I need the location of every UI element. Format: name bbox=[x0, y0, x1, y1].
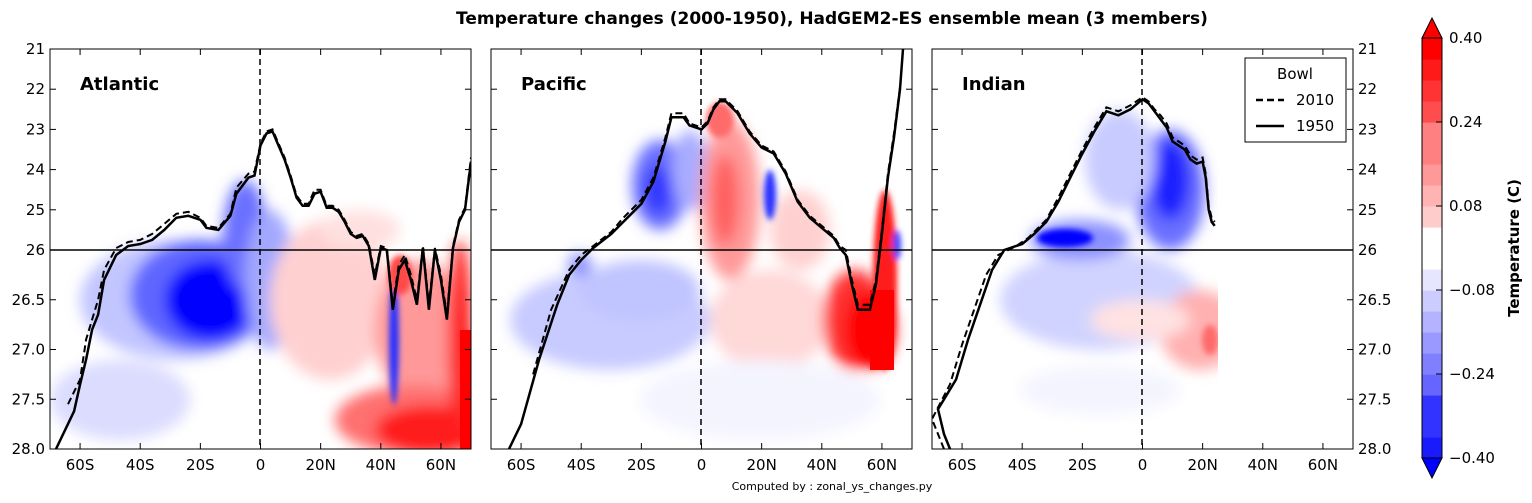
colorbar-band bbox=[1422, 437, 1442, 459]
colorbar-band bbox=[1422, 269, 1442, 291]
atlantic-panel-title: Atlantic bbox=[80, 74, 159, 95]
x-tick-label: 40N bbox=[807, 456, 837, 474]
colorbar-label: Temperature (C) bbox=[1505, 179, 1523, 317]
x-tick-label: 20N bbox=[746, 456, 776, 474]
y-tick-label-right: 26 bbox=[1358, 241, 1377, 259]
x-tick-label: 60S bbox=[66, 456, 95, 474]
y-tick-label-right: 22 bbox=[1358, 80, 1377, 98]
y-tick-label-left: 23 bbox=[26, 120, 45, 138]
colorbar-upper-extend bbox=[1421, 16, 1443, 39]
colorbar-band bbox=[1422, 164, 1442, 186]
colorbar-bands bbox=[1422, 38, 1442, 459]
x-tick-label: 0 bbox=[697, 456, 707, 474]
panel-indian: Indian Bowl 2010 1950 bbox=[931, 48, 1354, 450]
colorbar-band bbox=[1422, 59, 1442, 81]
colorbar-tick-label: 0.24 bbox=[1449, 113, 1482, 131]
y-tick-label-left: 21 bbox=[26, 40, 45, 58]
colorbar-band bbox=[1422, 122, 1442, 144]
y-tick-label-left: 28.0 bbox=[12, 440, 45, 458]
colorbar-tick-label: 0.08 bbox=[1449, 197, 1482, 215]
x-tick-label: 0 bbox=[1138, 456, 1148, 474]
colorbar-band bbox=[1422, 416, 1442, 438]
y-tick-label-left: 22 bbox=[26, 80, 45, 98]
footer-credit: Computed by : zonal_ys_changes.py bbox=[732, 480, 933, 493]
y-tick-label-right: 21 bbox=[1358, 40, 1377, 58]
colorbar-band bbox=[1422, 374, 1442, 396]
panel-pacific: Pacific bbox=[490, 48, 913, 450]
y-tick-label-right: 23 bbox=[1358, 120, 1377, 138]
colorbar-ticks: 0.40 0.24 0.08 −0.08 −0.24 −0.40 bbox=[1436, 29, 1495, 467]
pacific-bowl-1950-line bbox=[507, 49, 905, 449]
x-tick-label: 40N bbox=[366, 456, 396, 474]
x-tick-label: 40S bbox=[126, 456, 155, 474]
y-tick-label-right: 28.0 bbox=[1358, 440, 1391, 458]
atlantic-field bbox=[50, 49, 471, 449]
y-tick-label-right: 24 bbox=[1358, 161, 1377, 179]
y-tick-label-left: 25 bbox=[26, 201, 45, 219]
x-tick-label: 20S bbox=[627, 456, 656, 474]
x-tick-label: 20N bbox=[305, 456, 335, 474]
y-tick-label-right: 25 bbox=[1358, 201, 1377, 219]
x-tick-label: 20S bbox=[186, 456, 215, 474]
colorbar-band bbox=[1422, 290, 1442, 312]
legend-title: Bowl bbox=[1277, 65, 1313, 83]
colorbar-band bbox=[1422, 353, 1442, 375]
colorbar-band bbox=[1422, 101, 1442, 123]
colorbar-band bbox=[1422, 80, 1442, 102]
colorbar-band bbox=[1422, 395, 1442, 417]
x-tick-label: 60N bbox=[867, 456, 897, 474]
figure-title: Temperature changes (2000-1950), HadGEM2… bbox=[456, 9, 1208, 29]
x-tick-label: 60S bbox=[507, 456, 536, 474]
x-tick-label: 60N bbox=[426, 456, 456, 474]
indian-panel-title: Indian bbox=[962, 74, 1026, 95]
y-tick-label-left: 24 bbox=[26, 161, 45, 179]
colorbar-band bbox=[1422, 38, 1442, 60]
x-tick-label: 40N bbox=[1248, 456, 1278, 474]
y-tick-label-left: 26 bbox=[26, 241, 45, 259]
y-tick-label-left: 27.5 bbox=[12, 390, 45, 408]
atlantic-bowl-1950-line bbox=[54, 129, 471, 449]
colorbar-band bbox=[1422, 185, 1442, 207]
legend-2010-label: 2010 bbox=[1296, 91, 1334, 109]
legend-1950-label: 1950 bbox=[1296, 117, 1334, 135]
y-tick-label-right: 27.0 bbox=[1358, 341, 1391, 359]
y-axis-ticks: 21 21 22 22 23 23 24 24 25 25 26 26 26.5 26.5 27.0 27.0… bbox=[12, 40, 1392, 458]
colorbar-band bbox=[1422, 332, 1442, 354]
y-tick-label-right: 27.5 bbox=[1358, 390, 1391, 408]
colorbar-band bbox=[1422, 143, 1442, 165]
panel-atlantic: Atlantic bbox=[49, 48, 472, 450]
y-tick-label-left: 26.5 bbox=[12, 291, 45, 309]
colorbar-tick-label: −0.24 bbox=[1449, 365, 1495, 383]
x-tick-label: 20S bbox=[1068, 456, 1097, 474]
y-tick-label-right: 26.5 bbox=[1358, 291, 1391, 309]
colorbar-band bbox=[1422, 206, 1442, 228]
x-axis-ticks: 60S 40S 20S 0 20N 40N 60N 60S 40S 20S 0 20N 40N 60N 60… bbox=[66, 49, 1338, 474]
indian-bowl-2010-line bbox=[932, 95, 1216, 449]
legend: Bowl 2010 1950 bbox=[1244, 57, 1347, 143]
x-tick-label: 40S bbox=[567, 456, 596, 474]
colorbar-tick-label: 0.40 bbox=[1449, 29, 1482, 47]
colorbar-lower-extend bbox=[1421, 457, 1443, 480]
x-tick-label: 40S bbox=[1008, 456, 1037, 474]
indian-bowl-1950-line bbox=[936, 97, 1216, 449]
pacific-panel-title: Pacific bbox=[521, 74, 587, 95]
colorbar-band bbox=[1422, 227, 1442, 270]
colorbar-tick-label: −0.08 bbox=[1449, 281, 1495, 299]
x-tick-label: 60S bbox=[948, 456, 977, 474]
y-tick-label-left: 27.0 bbox=[12, 341, 45, 359]
colorbar-band bbox=[1422, 311, 1442, 333]
colorbar: 0.40 0.24 0.08 −0.08 −0.24 −0.40 Temperature … bbox=[1421, 16, 1523, 480]
colorbar-tick-label: −0.40 bbox=[1449, 449, 1495, 467]
x-tick-label: 20N bbox=[1187, 456, 1217, 474]
x-tick-label: 0 bbox=[256, 456, 266, 474]
x-tick-label: 60N bbox=[1308, 456, 1338, 474]
